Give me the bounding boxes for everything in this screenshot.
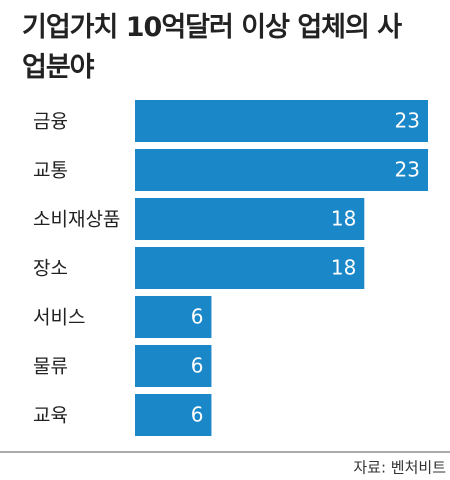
value-label: 18	[331, 256, 356, 280]
category-label: 교통	[33, 160, 68, 182]
chart-title: 기업가치 10억달러 이상 업체의 사업분야	[22, 12, 402, 83]
value-label: 23	[395, 158, 420, 182]
category-label: 물류	[33, 356, 68, 378]
value-label: 18	[331, 207, 356, 231]
category-label: 금융	[33, 111, 68, 133]
category-label: 소비재상품	[33, 209, 120, 231]
source: 자료: 벤처비트	[353, 459, 446, 477]
bar	[135, 247, 365, 289]
bar	[135, 345, 212, 387]
value-label: 6	[191, 354, 204, 378]
value-label: 6	[191, 305, 204, 329]
bar	[135, 100, 428, 142]
category-label: 장소	[33, 258, 68, 280]
bar	[135, 394, 212, 436]
value-label: 23	[395, 109, 420, 133]
bar	[135, 149, 428, 191]
bar	[135, 198, 365, 240]
category-label: 서비스	[33, 307, 85, 329]
bar	[135, 296, 212, 338]
value-label: 6	[191, 403, 204, 427]
category-label: 교육	[33, 405, 68, 427]
